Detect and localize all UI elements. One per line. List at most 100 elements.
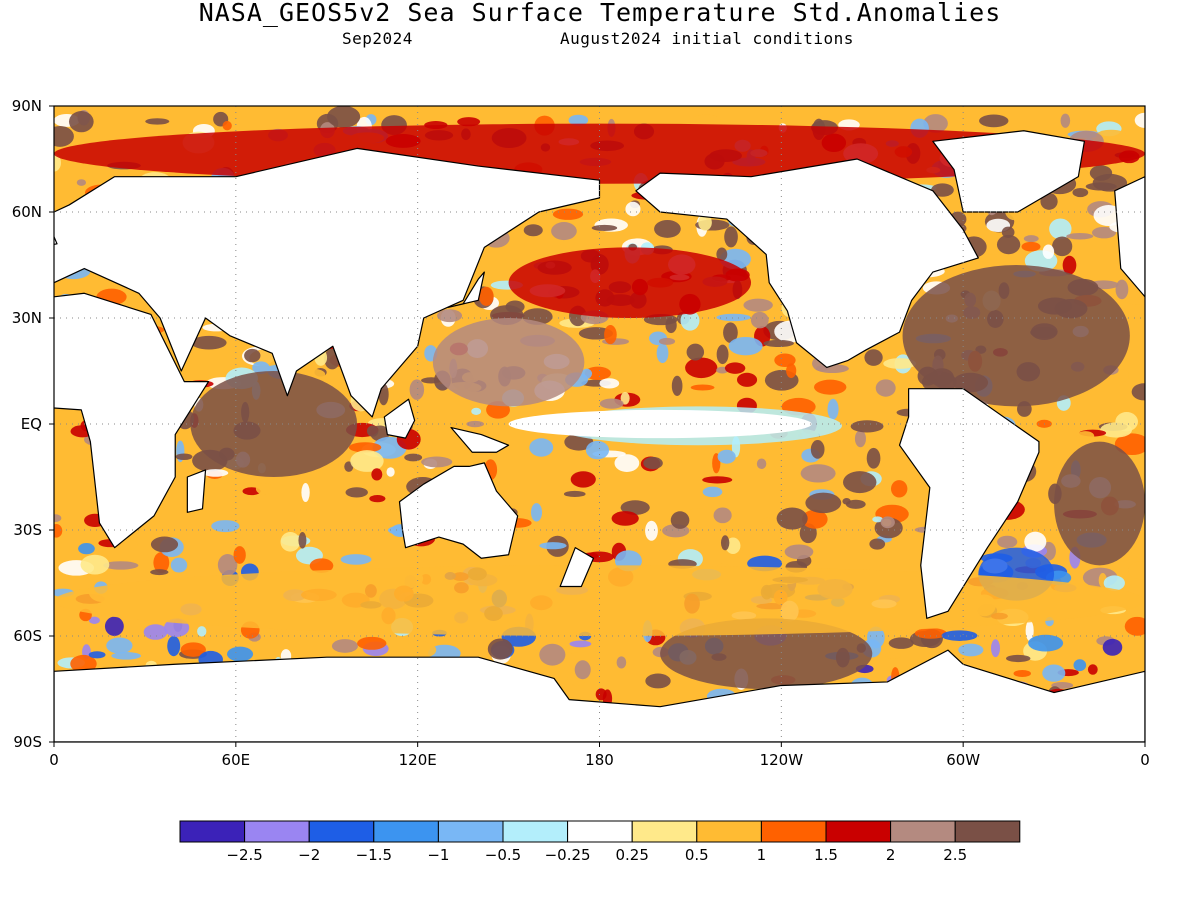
- anomaly-cell: [403, 641, 437, 659]
- anomaly-cell: [875, 379, 896, 397]
- land-madagascar: [186, 469, 207, 513]
- anomaly-cell: [843, 471, 877, 494]
- anomaly-cell: [716, 247, 728, 262]
- anomaly-cell: [255, 482, 274, 495]
- anomaly-cell: [88, 616, 100, 625]
- anomaly-cell: [1131, 383, 1145, 401]
- anomaly-cell: [530, 503, 543, 522]
- anomaly-region-east-atlantic-south-warm: [1054, 441, 1145, 566]
- anomaly-cell: [1001, 226, 1015, 238]
- anomaly-cell: [691, 114, 721, 125]
- colorbar-swatch: [760, 820, 827, 843]
- anomaly-cell: [569, 640, 592, 648]
- anomaly-cell: [552, 208, 584, 220]
- anomaly-cell: [1041, 541, 1056, 561]
- anomaly-cell: [150, 536, 179, 553]
- anomaly-cell: [1073, 659, 1087, 672]
- anomaly-cell: [728, 336, 763, 356]
- anomaly-cell: [437, 309, 463, 323]
- colorbar-swatch: [631, 820, 698, 843]
- anomaly-cell: [716, 344, 729, 365]
- land-australia: [398, 462, 519, 559]
- anomaly-cell: [1085, 182, 1117, 191]
- anomaly-cell: [111, 652, 142, 660]
- anomaly-cell: [686, 343, 705, 361]
- anomaly-region-north-pacific-warm-band: [508, 247, 752, 318]
- colorbar: −2.5 −2 −1.5 −1 −0.5 −0.25 0.25 0.5 1 1.5 2 2.5: [179, 820, 1021, 864]
- anomaly-cell: [683, 508, 713, 528]
- anomaly-cell: [1024, 531, 1047, 552]
- anomaly-cell: [539, 643, 566, 666]
- anomaly-cell: [611, 511, 639, 526]
- anomaly-cell: [1092, 226, 1117, 239]
- anomaly-cell: [1087, 664, 1098, 675]
- anomaly-cell: [222, 120, 232, 131]
- anomaly-cell: [1089, 165, 1113, 181]
- lon-label: 0: [49, 751, 59, 769]
- anomaly-cell: [106, 637, 133, 654]
- colorbar-swatch: [954, 820, 1021, 843]
- colorbar-label: 0.5: [685, 846, 709, 864]
- anomaly-cell: [813, 379, 847, 395]
- colorbar-label: −0.25: [545, 846, 591, 864]
- colorbar-swatch: [437, 820, 504, 843]
- anomaly-cell: [774, 353, 796, 368]
- anomaly-cell: [923, 114, 948, 133]
- anomaly-cell: [880, 516, 895, 529]
- anomaly-cell: [958, 643, 984, 657]
- anomaly-cell: [743, 298, 773, 312]
- anomaly-cell: [625, 201, 641, 217]
- anomaly-cell: [996, 234, 1021, 255]
- anomaly-cell: [309, 558, 334, 573]
- anomaly-cell: [1125, 296, 1145, 305]
- anomaly-cell: [191, 335, 227, 350]
- lon-label: 0: [1140, 751, 1150, 769]
- anomaly-cell: [591, 224, 618, 232]
- land-japan: [447, 271, 485, 308]
- anomaly-region-northwest-pacific-warm: [432, 318, 585, 407]
- anomaly-cell: [421, 456, 453, 468]
- land-north-america: [635, 158, 979, 369]
- anomaly-cell: [724, 226, 738, 248]
- anomaly-cell: [724, 362, 746, 374]
- anomaly-cell: [1102, 638, 1123, 656]
- anomaly-cell: [217, 554, 238, 576]
- colorbar-swatch: [502, 820, 569, 843]
- anomaly-cell: [70, 654, 97, 673]
- anomaly-cell: [585, 440, 610, 460]
- colorbar-label: −0.5: [485, 846, 521, 864]
- colorbar-label: 2: [886, 846, 896, 864]
- anomaly-cell: [1040, 192, 1058, 210]
- anomaly-cell: [680, 310, 700, 331]
- anomaly-cell: [479, 286, 494, 307]
- anomaly-cell: [357, 636, 387, 650]
- land-eurasia-wrap: [1114, 176, 1145, 298]
- anomaly-cell: [776, 507, 808, 530]
- anomaly-cell: [197, 626, 207, 637]
- anomaly-cell: [145, 118, 170, 125]
- colorbar-swatch: [373, 820, 439, 843]
- anomaly-cell: [914, 627, 947, 639]
- anomaly-cell: [233, 546, 246, 564]
- anomaly-cell: [1114, 433, 1145, 456]
- anomaly-cell: [1049, 218, 1072, 240]
- land-antarctica: [54, 649, 1145, 742]
- colorbar-swatch: [890, 820, 956, 843]
- anomaly-cell: [1118, 369, 1129, 382]
- anomaly-cell: [539, 542, 567, 550]
- anomaly-cell: [761, 517, 774, 525]
- anomaly-cell: [404, 453, 423, 462]
- anomaly-cell: [348, 442, 382, 453]
- colorbar-swatch: [567, 820, 633, 843]
- anomaly-cell: [888, 637, 914, 649]
- anomaly-cell: [1028, 634, 1064, 652]
- anomaly-cell: [883, 358, 917, 369]
- anomaly-cell: [869, 538, 886, 550]
- anomaly-cell: [990, 639, 1001, 658]
- anomaly-cell: [997, 535, 1018, 549]
- anomaly-cell: [202, 469, 229, 477]
- anomaly-cell: [565, 645, 580, 654]
- anomaly-cell: [471, 407, 482, 415]
- anomaly-cell: [620, 392, 630, 405]
- anomaly-cell: [244, 348, 261, 363]
